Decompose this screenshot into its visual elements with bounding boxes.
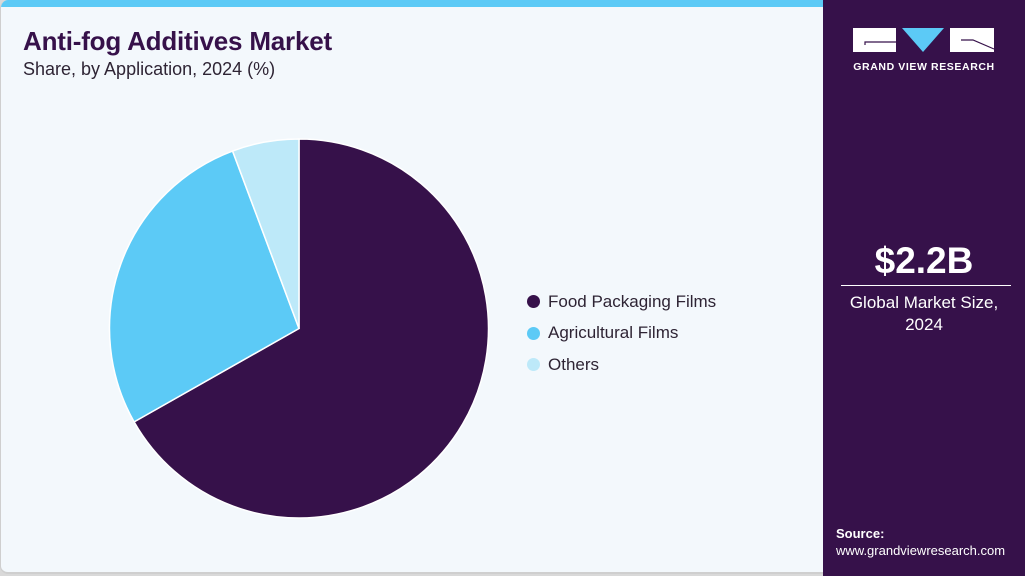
legend-label: Others: [548, 354, 600, 374]
chart-subtitle: Share, by Application, 2024 (%): [23, 59, 276, 79]
legend-item-food-packaging: Food Packaging Films: [527, 286, 716, 318]
gvr-logo-icon: [853, 28, 995, 52]
accent-bar: [1, 0, 823, 7]
legend-item-others: Others: [527, 349, 716, 381]
source-url[interactable]: www.grandviewresearch.com: [836, 543, 1006, 558]
brand-name: GRAND VIEW RESEARCH: [853, 61, 995, 73]
market-size-label-line1: Global Market Size,: [849, 293, 999, 312]
legend-dot-icon: [527, 358, 540, 372]
side-panel: GRAND VIEW RESEARCH $2.2B Global Market …: [823, 0, 1025, 576]
legend: Food Packaging Films Agricultural Films …: [527, 286, 716, 381]
pie-slice-others: [231, 138, 300, 329]
pie-slice-food-packaging-films: [133, 138, 490, 519]
market-size-value: $2.2B: [874, 240, 974, 281]
legend-label: Food Packaging Films: [548, 291, 717, 311]
market-size-label: Global Market Size, 2024: [823, 292, 1025, 336]
pie-chart: [108, 138, 490, 519]
market-size-label-line2: 2024: [905, 315, 943, 334]
legend-label: Agricultural Films: [548, 323, 679, 343]
legend-item-agricultural: Agricultural Films: [527, 318, 716, 350]
legend-dot-icon: [527, 295, 540, 309]
divider: [841, 285, 1011, 286]
legend-dot-icon: [527, 326, 540, 340]
chart-title: Anti-fog Additives Market: [23, 26, 332, 56]
source-label: Source:: [836, 526, 885, 541]
pie-slice-agricultural-films: [108, 150, 300, 423]
